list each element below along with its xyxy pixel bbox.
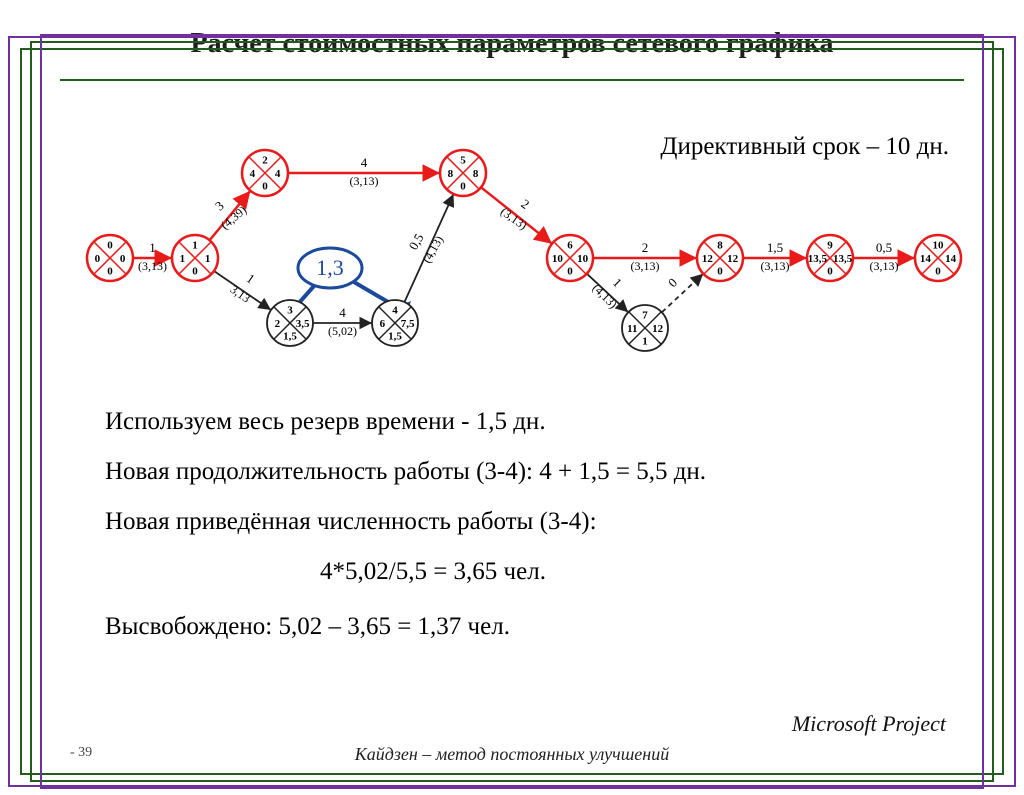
node-left: 14 (920, 253, 932, 265)
node-right: 12 (727, 253, 739, 265)
edge-label: 2 (642, 240, 649, 255)
node-left: 12 (702, 253, 714, 265)
node-bottom: 0 (262, 181, 268, 193)
node-left: 4 (250, 168, 256, 180)
node-right: 8 (473, 168, 479, 180)
edge-sublabel: (3,13) (870, 259, 899, 273)
node-top: 7 (642, 309, 648, 321)
node-bottom: 0 (827, 266, 833, 278)
node-top: 8 (717, 239, 723, 251)
node-bottom: 1,5 (388, 331, 402, 343)
edge-sublabel: (5,02) (328, 324, 357, 338)
node-left: 13,5 (808, 253, 828, 265)
body-line: Новая продолжительность работы (3-4): 4 … (105, 458, 706, 486)
footer-caption: Кайдзен – метод постоянных улучшений (0, 744, 1024, 765)
node-right: 4 (275, 168, 281, 180)
edge-sublabel: (3,13) (138, 259, 167, 273)
node-top: 6 (567, 239, 573, 251)
node-top: 1 (192, 239, 198, 251)
edge-sublabel: (3,13) (350, 174, 379, 188)
edge-label: 0 (665, 275, 680, 290)
edge-label: 1 (610, 275, 625, 290)
network-diagram: 1(3,13)3(4,39)13,134(3,13)4(5,02)0,5(4,1… (0, 28, 1024, 388)
edge-label: 4 (339, 305, 346, 320)
node-right: 12 (652, 323, 664, 335)
body-line: Новая приведённая численность работы (3-… (105, 508, 597, 536)
node-top: 5 (460, 154, 466, 166)
node-top: 4 (392, 304, 398, 316)
node-left: 0 (95, 253, 101, 265)
node-top: 3 (287, 304, 293, 316)
node-bottom: 0 (192, 266, 198, 278)
edge-label: 0,5 (405, 231, 426, 253)
body-line: 4*5,02/5,5 = 3,65 чел. (320, 558, 546, 586)
node-bottom: 0 (107, 266, 113, 278)
node-bottom: 0 (935, 266, 941, 278)
edge-label: 1,5 (767, 240, 783, 255)
node-right: 13,5 (833, 253, 853, 265)
body-line: Используем весь резерв времени - 1,5 дн. (105, 408, 546, 436)
node-right: 1 (205, 253, 211, 265)
node-bottom: 0 (567, 266, 573, 278)
node-right: 10 (577, 253, 589, 265)
edge-label: 2 (518, 196, 532, 212)
node-left: 2 (275, 318, 281, 330)
node-right: 14 (945, 253, 957, 265)
node-bottom: 1,5 (283, 331, 297, 343)
footer-brand: Microsoft Project (792, 711, 946, 737)
node-bottom: 0 (460, 181, 466, 193)
node-bottom: 0 (717, 266, 723, 278)
node-left: 10 (552, 253, 564, 265)
node-right: 0 (120, 253, 126, 265)
edge-label: 1 (149, 240, 156, 255)
node-left: 11 (627, 323, 637, 335)
node-top: 2 (262, 154, 268, 166)
node-top: 10 (933, 239, 945, 251)
edge-sublabel: (3,13) (761, 259, 790, 273)
body-line: Высвобождено: 5,02 – 3,65 = 1,37 чел. (105, 613, 510, 641)
edge-label: 0,5 (876, 240, 892, 255)
edge-label: 1 (244, 271, 258, 287)
node-top: 9 (827, 239, 833, 251)
edge-sublabel: (3,13) (631, 259, 660, 273)
edge-label: 4 (361, 155, 368, 170)
node-bottom: 1 (642, 336, 648, 348)
node-top: 0 (107, 239, 113, 251)
node-left: 6 (380, 318, 386, 330)
node-right: 7,5 (401, 318, 415, 330)
node-left: 1 (180, 253, 186, 265)
node-right: 3,5 (296, 318, 310, 330)
edge-label: 3 (212, 198, 227, 214)
node-left: 8 (448, 168, 454, 180)
callout-text: 1,3 (316, 255, 344, 280)
